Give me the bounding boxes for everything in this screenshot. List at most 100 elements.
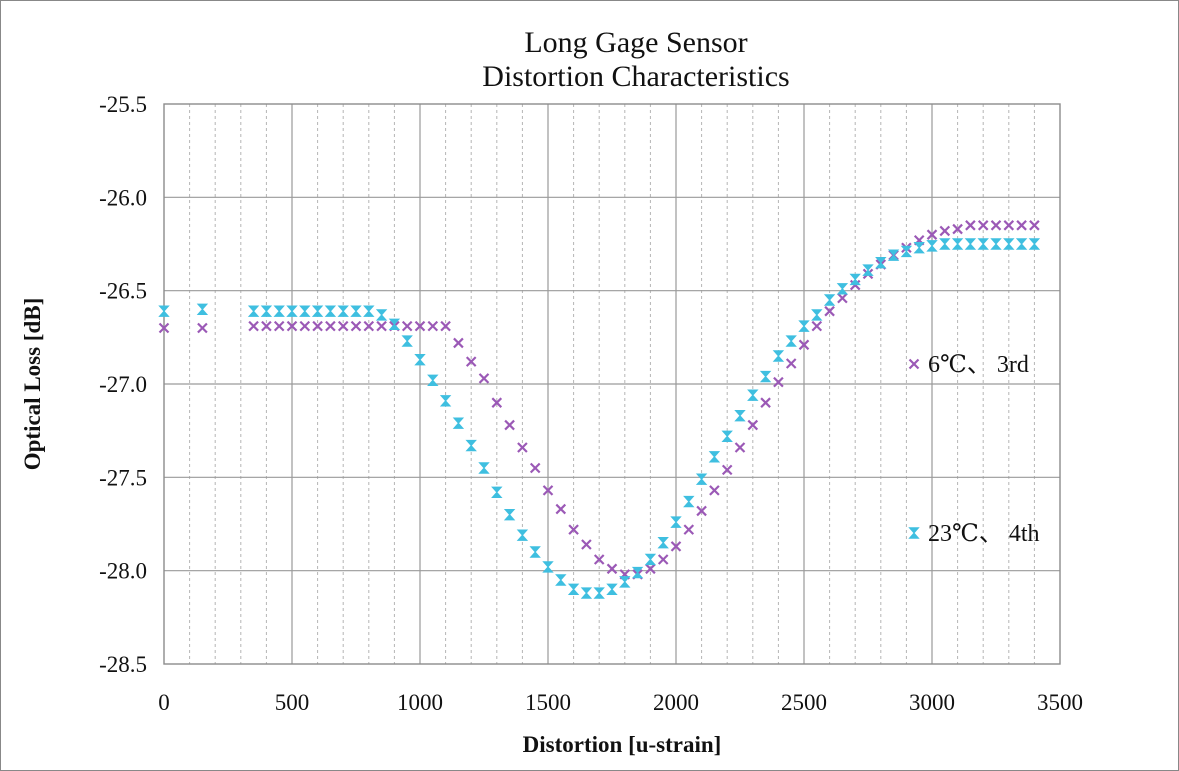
series-layer xyxy=(158,220,1041,599)
data-point xyxy=(644,553,657,566)
data-point xyxy=(465,356,477,367)
data-point xyxy=(401,320,413,332)
data-point xyxy=(311,305,324,317)
data-point xyxy=(887,249,900,261)
data-point xyxy=(747,389,759,401)
data-point xyxy=(939,225,951,237)
data-point xyxy=(504,419,515,431)
legend: 6℃、 3rd 23℃、 4th xyxy=(908,352,1040,547)
data-point xyxy=(286,305,298,317)
chart-title-line: Distortion Characteristics xyxy=(482,60,789,93)
data-point xyxy=(990,220,1002,231)
x-tick-label: 2000 xyxy=(653,690,699,715)
y-tick-label: -28.5 xyxy=(99,652,147,677)
data-point xyxy=(350,320,362,332)
y-axis-ticks: -25.5 -26.0 -26.5 -27.0 -27.5 -28.0 -28.5 xyxy=(99,92,147,677)
data-point xyxy=(811,309,823,321)
data-point xyxy=(491,397,503,408)
data-point xyxy=(375,309,388,321)
data-point xyxy=(913,242,925,254)
data-point xyxy=(299,320,311,332)
x-tick-label: 3000 xyxy=(909,690,955,715)
data-point xyxy=(247,305,260,317)
data-point xyxy=(785,335,797,347)
data-point xyxy=(606,563,618,575)
data-point xyxy=(721,464,733,476)
data-point xyxy=(363,320,375,332)
data-point xyxy=(670,541,682,552)
y-tick-label: -28.0 xyxy=(99,559,147,584)
data-point xyxy=(503,508,516,521)
data-point xyxy=(798,320,810,332)
data-point xyxy=(760,397,771,408)
data-point xyxy=(388,318,401,330)
data-point xyxy=(1003,238,1015,250)
data-point xyxy=(517,442,528,453)
data-point xyxy=(516,529,529,541)
data-point xyxy=(875,256,887,269)
y-tick-label: -26.5 xyxy=(99,279,147,304)
data-point xyxy=(158,305,170,317)
data-point xyxy=(990,238,1002,250)
data-point xyxy=(1028,238,1041,250)
data-point xyxy=(529,462,541,474)
data-point xyxy=(1029,220,1040,231)
data-point xyxy=(158,322,170,334)
data-point xyxy=(696,505,707,517)
data-point xyxy=(657,536,669,549)
data-point xyxy=(657,554,669,565)
legend-marker xyxy=(908,527,920,539)
data-point xyxy=(555,574,567,586)
y-tick-label: -25.5 xyxy=(99,92,147,117)
data-point xyxy=(414,320,426,332)
legend-entry: 23℃、 4th xyxy=(908,521,1040,547)
data-point xyxy=(337,320,349,332)
data-point xyxy=(542,561,554,573)
data-point xyxy=(286,320,298,332)
data-point xyxy=(324,305,337,317)
data-point xyxy=(798,339,810,351)
data-point xyxy=(926,240,938,252)
data-point xyxy=(773,376,784,388)
legend-label: 23℃、 4th xyxy=(928,521,1040,547)
data-point xyxy=(1003,220,1015,231)
data-point xyxy=(747,419,759,431)
data-point xyxy=(478,373,490,384)
data-point xyxy=(555,503,567,515)
data-point xyxy=(453,337,464,349)
y-tick-label: -27.0 xyxy=(99,372,147,397)
data-point xyxy=(325,320,336,332)
data-point xyxy=(273,320,285,332)
data-point xyxy=(337,305,349,317)
data-point xyxy=(772,350,785,362)
data-point xyxy=(491,486,503,498)
data-point xyxy=(1015,238,1028,250)
data-point xyxy=(606,583,618,596)
data-point xyxy=(670,516,682,528)
data-point xyxy=(645,563,656,575)
data-point xyxy=(427,374,439,386)
data-point xyxy=(837,292,848,304)
data-point xyxy=(721,430,733,442)
data-point xyxy=(734,442,746,453)
x-tick-label: 2500 xyxy=(781,690,827,715)
data-point xyxy=(440,320,451,332)
data-point xyxy=(273,305,285,317)
data-point xyxy=(926,229,938,240)
data-point xyxy=(785,358,797,369)
legend-entry: 6℃、 3rd xyxy=(908,352,1029,378)
data-point xyxy=(581,539,592,550)
data-point xyxy=(580,587,593,599)
x-tick-label: 500 xyxy=(275,690,310,715)
y-axis-label: Optical Loss [dB] xyxy=(20,298,45,471)
data-point xyxy=(312,320,323,332)
data-point xyxy=(452,417,465,429)
data-point xyxy=(977,220,989,231)
x-tick-label: 3500 xyxy=(1037,690,1083,715)
data-point xyxy=(619,576,631,588)
data-point xyxy=(709,485,720,496)
data-point xyxy=(759,370,772,383)
